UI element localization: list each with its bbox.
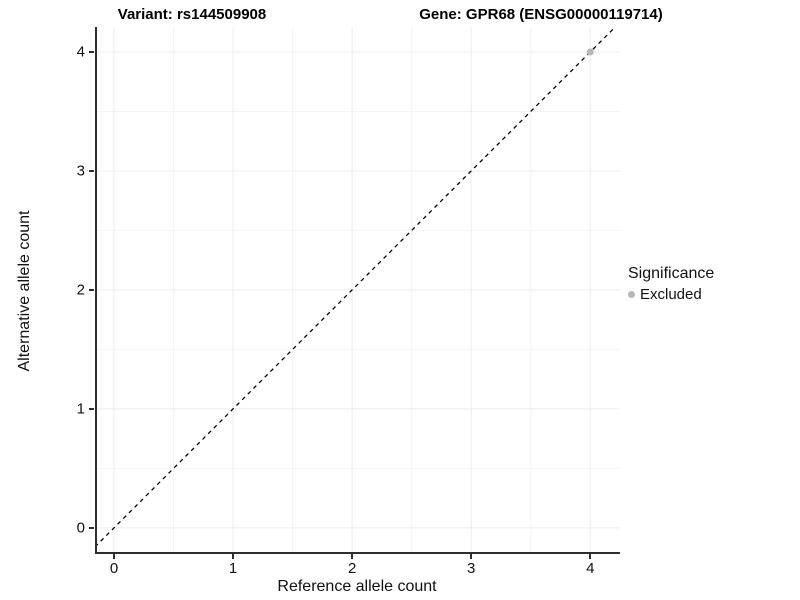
- plot-area: [95, 27, 620, 554]
- x-tick-label: 4: [586, 560, 595, 577]
- gene-title: Gene: GPR68 (ENSG00000119714): [419, 6, 663, 23]
- y-tick-label: 0: [76, 519, 85, 537]
- y-tick-mark: [89, 526, 94, 529]
- x-tick-mark: [232, 554, 235, 559]
- y-tick-label: 3: [76, 162, 85, 180]
- x-tick-label: 1: [228, 560, 238, 577]
- x-tick-mark: [113, 554, 116, 559]
- legend: Significance Excluded: [628, 265, 714, 303]
- legend-title: Significance: [628, 265, 715, 282]
- x-tick-label: 2: [347, 560, 357, 577]
- x-tick-mark: [589, 554, 592, 559]
- x-tick-label: 0: [109, 560, 119, 577]
- x-tick-mark: [470, 554, 473, 559]
- variant-title: Variant: rs144509908: [117, 6, 267, 23]
- y-tick-mark: [89, 407, 94, 410]
- plot-panel: [95, 27, 620, 554]
- legend-dot-icon: [628, 291, 635, 298]
- legend-item-label: Excluded: [640, 286, 702, 303]
- identity-reference-line: [95, 27, 616, 548]
- x-axis-title: Reference allele count: [277, 578, 437, 595]
- legend-item: Excluded: [628, 286, 714, 303]
- x-tick-label: 3: [467, 560, 476, 577]
- y-tick-label: 1: [76, 400, 85, 418]
- y-axis-title: Alternative allele count: [16, 210, 33, 372]
- y-tick-mark: [89, 169, 94, 172]
- legend-items: Excluded: [628, 286, 714, 303]
- data-point-excluded: [586, 48, 594, 56]
- y-tick-label: 2: [76, 281, 85, 299]
- y-tick-mark: [89, 50, 94, 53]
- y-tick-label: 4: [76, 43, 85, 61]
- y-tick-mark: [89, 288, 94, 291]
- x-tick-mark: [351, 554, 354, 559]
